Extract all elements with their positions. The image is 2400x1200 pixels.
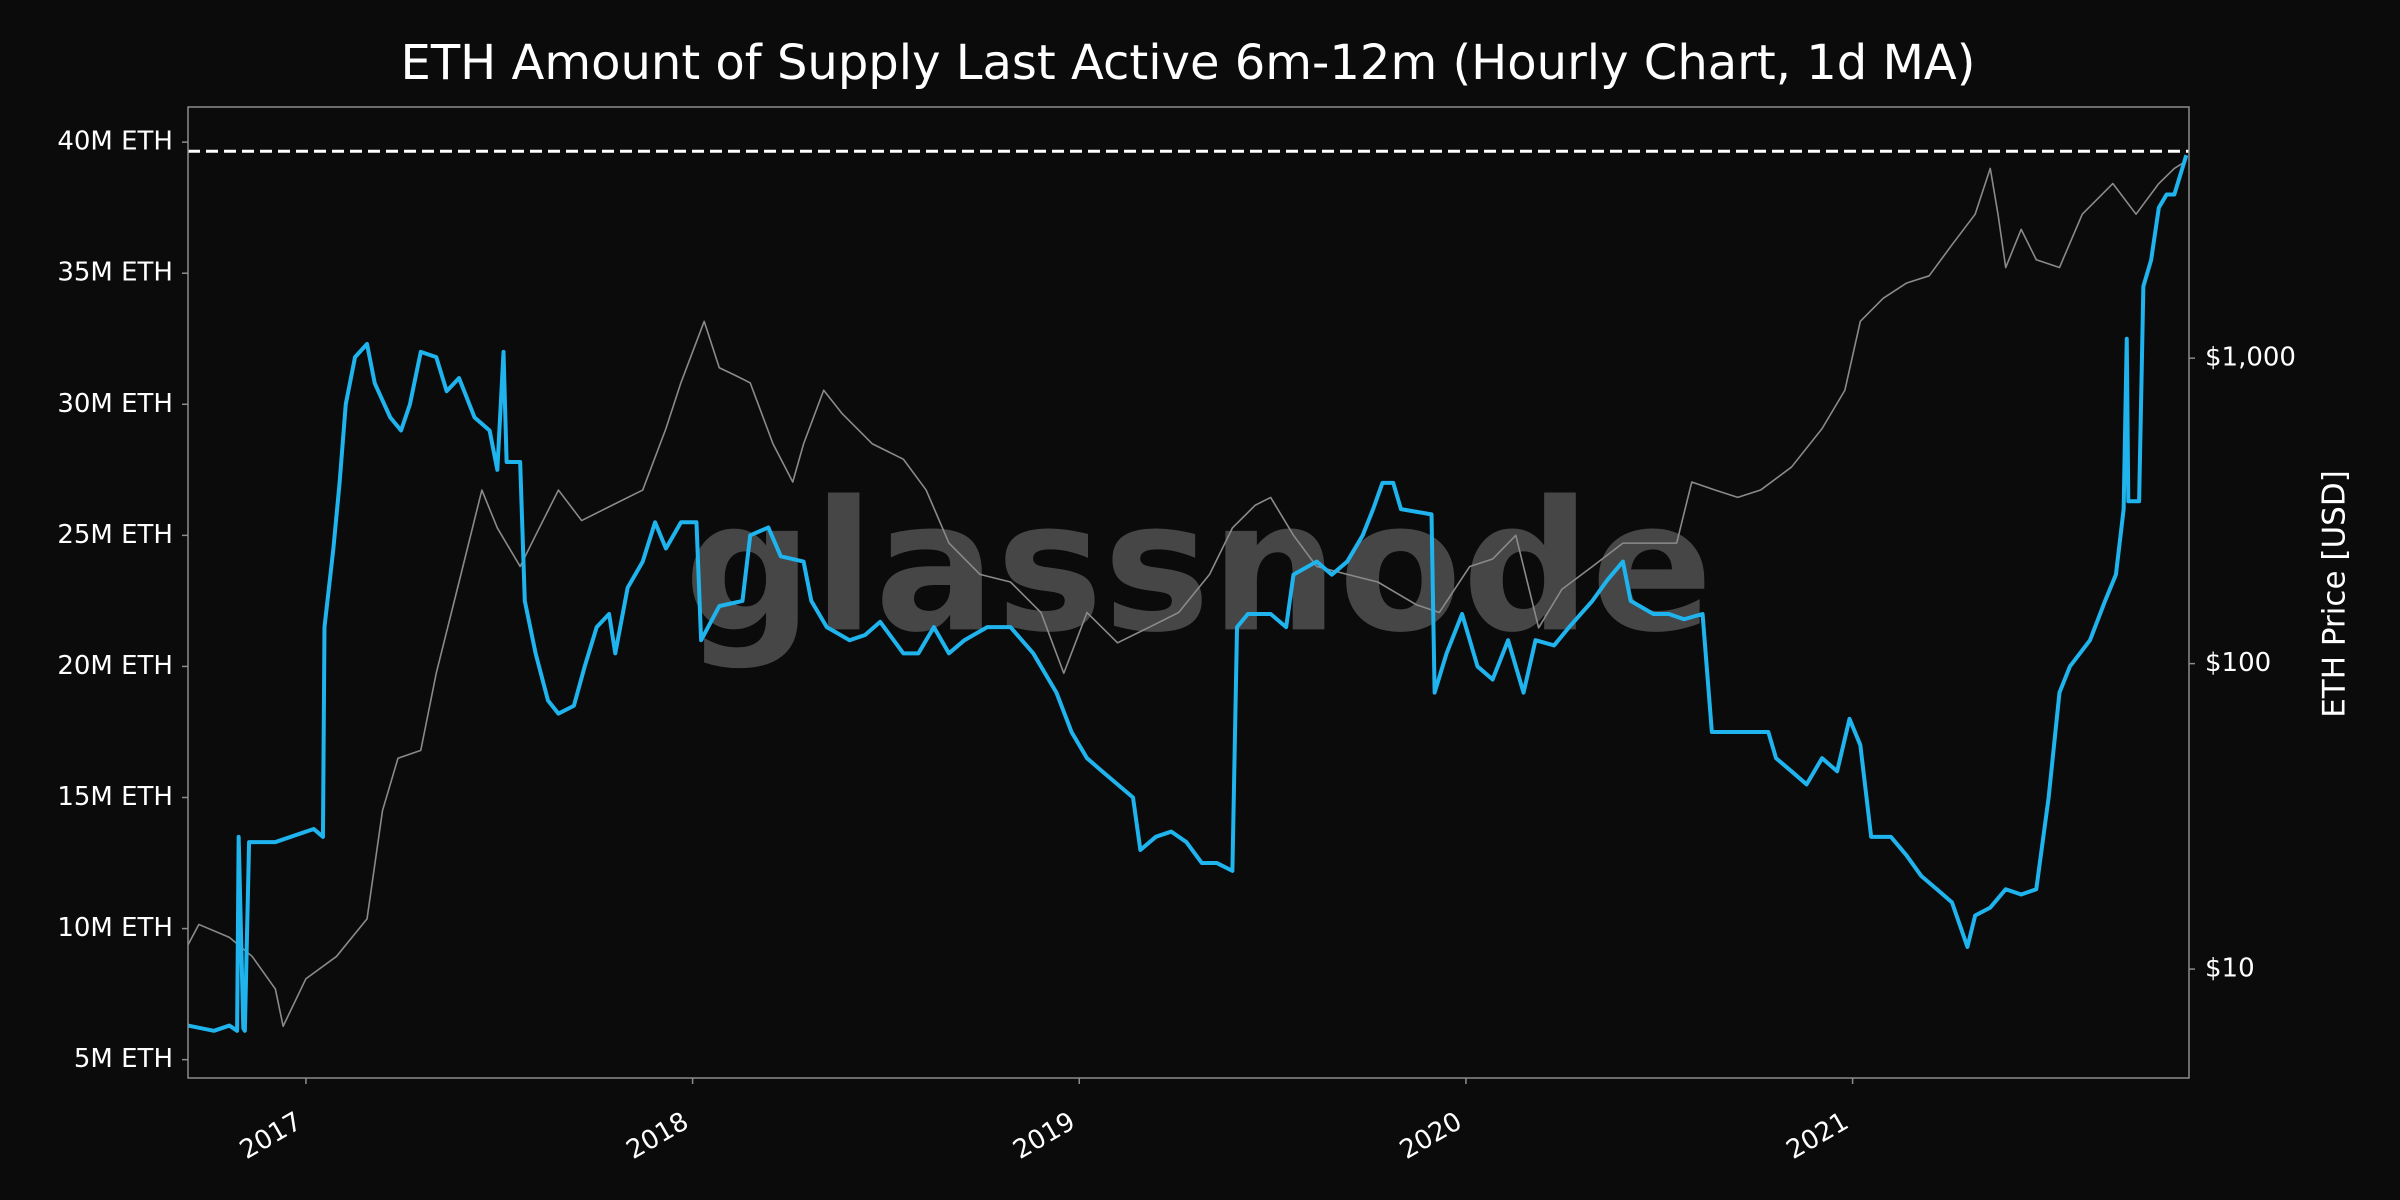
y-tick-label: 25M ETH xyxy=(57,520,173,550)
y2-tick-label: $10 xyxy=(2205,954,2255,984)
y-tick-label: 15M ETH xyxy=(57,782,173,812)
y2-tick-label: $1,000 xyxy=(2205,343,2296,373)
y2-axis-label: ETH Price [USD] xyxy=(2317,470,2353,718)
y-tick-label: 5M ETH xyxy=(74,1044,173,1074)
y-tick-label: 30M ETH xyxy=(57,389,173,419)
plot-area: glassnode xyxy=(187,149,2189,1033)
y2-tick-label: $100 xyxy=(2205,648,2271,678)
series-line xyxy=(187,160,2187,1028)
y-tick-label: 35M ETH xyxy=(57,258,173,288)
y-tick-label: 10M ETH xyxy=(57,913,173,943)
y-tick-label: 40M ETH xyxy=(57,127,173,157)
series-line xyxy=(187,154,2189,1033)
y-tick-label: 20M ETH xyxy=(57,651,173,681)
plot-frame xyxy=(187,106,2190,1079)
chart-title: ETH Amount of Supply Last Active 6m-12m … xyxy=(401,35,1976,91)
